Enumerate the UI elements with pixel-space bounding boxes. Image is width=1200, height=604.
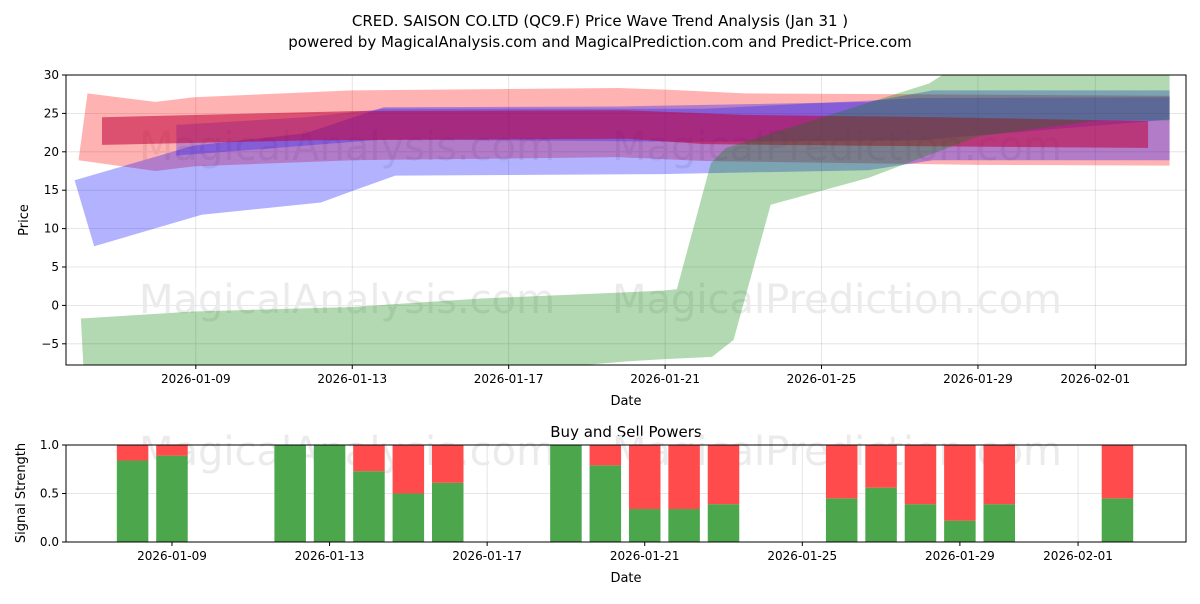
band-green bbox=[80, 75, 1170, 365]
buy-bar bbox=[274, 445, 306, 542]
power-y-tick-label: 1.0 bbox=[40, 438, 59, 452]
power-x-tick-label: 2026-01-25 bbox=[767, 549, 837, 563]
sell-bar bbox=[589, 445, 622, 466]
chart-title: CRED. SAISON CO.LTD (QC9.F) Price Wave T… bbox=[352, 12, 848, 30]
price-x-tick-label: 2026-01-21 bbox=[630, 372, 700, 386]
power-axes-ticks: 2026-01-09 2026-01-13 2026-01-17 2026-01-21… bbox=[40, 438, 1113, 563]
price-x-tick-label: 2026-01-09 bbox=[161, 372, 231, 386]
power-chart-title: Buy and Sell Powers bbox=[550, 423, 702, 441]
watermark: MagicalPrediction.com bbox=[612, 277, 1062, 323]
price-y-tick-label: 5 bbox=[51, 260, 59, 274]
power-y-label: Signal Strength bbox=[14, 443, 29, 543]
price-bands bbox=[74, 75, 1170, 365]
power-x-tick-label: 2026-01-09 bbox=[137, 549, 207, 563]
price-x-tick-label: 2026-01-25 bbox=[787, 372, 857, 386]
power-y-tick-label: 0.5 bbox=[40, 487, 59, 501]
price-y-tick-label: 30 bbox=[44, 68, 59, 82]
sell-bar bbox=[668, 445, 700, 510]
sell-bar bbox=[865, 445, 897, 488]
watermark: MagicalAnalysis.com bbox=[139, 429, 555, 475]
sell-bar bbox=[431, 445, 464, 483]
price-x-label: Date bbox=[610, 394, 641, 409]
price-y-tick-label: 15 bbox=[44, 183, 59, 197]
power-x-tick-label: 2026-01-21 bbox=[610, 549, 680, 563]
buy-bar bbox=[589, 465, 622, 542]
price-y-tick-label: 10 bbox=[44, 222, 59, 236]
buy-bar bbox=[550, 445, 582, 542]
power-x-label: Date bbox=[610, 571, 641, 586]
sell-bar bbox=[1101, 445, 1134, 499]
sell-bar bbox=[116, 445, 149, 461]
sell-bar bbox=[628, 445, 661, 510]
sell-bar bbox=[353, 445, 385, 472]
buy-bar bbox=[865, 487, 897, 542]
buy-bar bbox=[156, 455, 188, 542]
buy-bar bbox=[628, 509, 661, 542]
price-x-tick-label: 2026-02-01 bbox=[1060, 372, 1130, 386]
buy-bar bbox=[668, 509, 700, 542]
price-y-tick-label: −5 bbox=[41, 337, 59, 351]
price-x-tick-label: 2026-01-29 bbox=[943, 372, 1013, 386]
sell-bar bbox=[392, 445, 425, 494]
buy-bar bbox=[904, 504, 937, 542]
price-y-label: Price bbox=[17, 204, 32, 236]
price-axes-ticks: 2026-01-09 2026-01-13 2026-01-17 2026-01-21… bbox=[41, 68, 1130, 386]
sell-bar bbox=[944, 445, 976, 521]
buy-bar bbox=[707, 504, 740, 542]
buy-bar bbox=[353, 471, 385, 542]
buy-bar bbox=[1101, 498, 1134, 542]
sell-bar bbox=[156, 445, 188, 456]
buy-bar bbox=[431, 482, 464, 542]
power-bars bbox=[116, 445, 1134, 542]
sell-bar bbox=[904, 445, 937, 505]
price-y-tick-label: 20 bbox=[44, 145, 59, 159]
buy-bar bbox=[944, 520, 976, 542]
buy-bar bbox=[392, 493, 425, 542]
buy-bar bbox=[825, 498, 858, 542]
watermark: MagicalAnalysis.com bbox=[139, 277, 555, 323]
power-x-tick-label: 2026-01-17 bbox=[452, 549, 522, 563]
chart-subtitle: powered by MagicalAnalysis.com and Magic… bbox=[288, 33, 912, 51]
band-red-inner bbox=[101, 110, 1149, 148]
buy-bar bbox=[983, 504, 1016, 542]
power-x-tick-label: 2026-01-13 bbox=[295, 549, 365, 563]
sell-bar bbox=[825, 445, 858, 499]
buy-bar bbox=[313, 445, 346, 542]
power-x-tick-label: 2026-02-01 bbox=[1043, 549, 1113, 563]
power-x-tick-label: 2026-01-29 bbox=[925, 549, 995, 563]
price-x-tick-label: 2026-01-17 bbox=[474, 372, 544, 386]
sell-bar bbox=[707, 445, 740, 505]
price-plot-frame bbox=[65, 74, 1187, 366]
sell-bar bbox=[983, 445, 1016, 505]
buy-bar bbox=[116, 460, 149, 542]
price-y-tick-label: 0 bbox=[51, 298, 59, 312]
price-x-tick-label: 2026-01-13 bbox=[317, 372, 387, 386]
price-y-tick-label: 25 bbox=[44, 106, 59, 120]
power-y-tick-label: 0.0 bbox=[40, 535, 59, 549]
